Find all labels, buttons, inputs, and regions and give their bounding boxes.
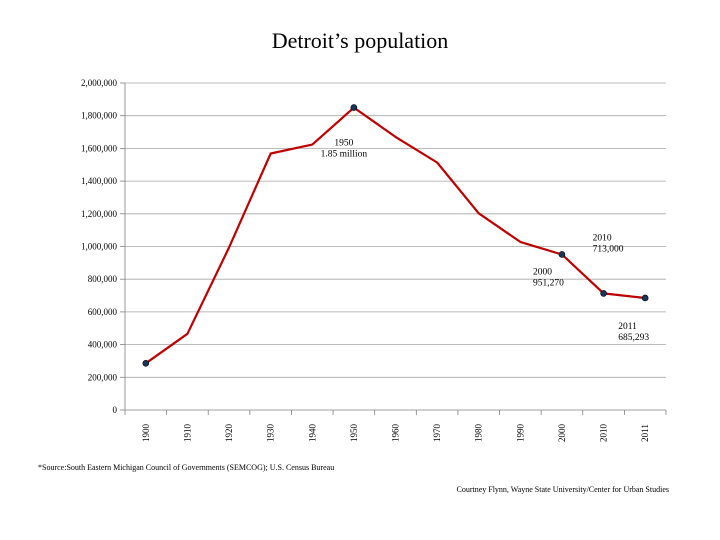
data-point-marker: [350, 104, 358, 111]
annotation-label: 1.85 million: [321, 150, 368, 160]
x-tick-label: 1910: [182, 424, 192, 443]
x-tick-label: 1930: [266, 424, 276, 443]
y-tick-label: 400,000: [88, 340, 118, 350]
y-tick-label: 600,000: [88, 307, 118, 317]
annotation-label: 2010: [593, 233, 612, 243]
data-point-marker: [558, 251, 566, 258]
x-tick-label: 1960: [391, 424, 401, 443]
x-tick-label: 1920: [224, 424, 234, 443]
annotation-label: 951,270: [533, 278, 564, 288]
y-tick-label: 2,000,000: [81, 78, 118, 88]
y-tick-label: 1,800,000: [81, 111, 118, 121]
y-tick-label: 1,000,000: [81, 242, 118, 252]
y-tick-label: 1,200,000: [81, 209, 118, 219]
chart-title: Detroit’s population: [271, 28, 449, 53]
source-note: *Source:South Eastern Michigan Council o…: [38, 463, 335, 472]
annotation-label: 713,000: [593, 244, 624, 254]
x-tick-label: 1990: [515, 424, 525, 443]
data-point-marker: [600, 290, 607, 297]
x-tick-label: 1950: [349, 424, 359, 443]
annotation-label: 685,293: [618, 333, 649, 343]
x-tick-label: 2011: [640, 424, 650, 442]
y-tick-label: 0: [113, 405, 118, 415]
annotation-label: 1950: [334, 139, 353, 149]
data-point-marker: [641, 294, 649, 302]
y-tick-label: 1,600,000: [81, 143, 118, 153]
y-tick-label: 1,400,000: [81, 176, 118, 186]
data-point-marker: [142, 359, 150, 367]
x-tick-label: 1940: [307, 424, 317, 443]
x-tick-label: 2000: [557, 424, 567, 443]
y-tick-label: 800,000: [88, 274, 118, 284]
x-tick-label: 2010: [599, 424, 609, 443]
credit-note: Courtney Flynn, Wayne State University/C…: [456, 485, 669, 494]
y-tick-label: 200,000: [88, 372, 118, 382]
x-tick-label: 1970: [432, 424, 442, 443]
series-line: [145, 106, 646, 365]
x-tick-label: 1900: [141, 424, 151, 443]
x-tick-label: 1980: [474, 424, 484, 443]
annotation-label: 2000: [533, 267, 552, 277]
annotation-label: 2011: [618, 322, 637, 332]
